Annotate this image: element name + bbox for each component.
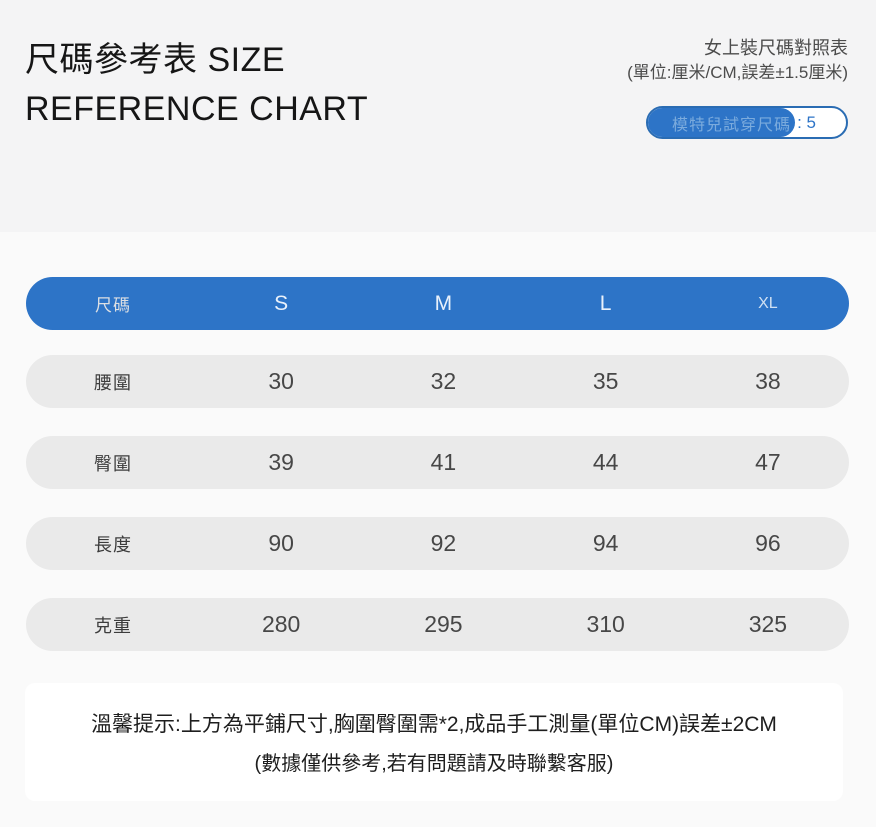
row-label: 臀圍: [94, 453, 132, 474]
table-row-weight: 克重 280 295 310 325: [26, 598, 849, 651]
header: 尺碼參考表 SIZE REFERENCE CHART 女上裝尺碼對照表 (單位:…: [0, 0, 876, 139]
table-row-waist: 腰圍 30 32 35 38: [26, 355, 849, 408]
page-title: 尺碼參考表 SIZE REFERENCE CHART: [25, 41, 369, 128]
table-row-hip: 臀圍 39 41 44 47: [26, 436, 849, 489]
header-size-l: L: [599, 291, 612, 315]
model-badge-separator: :: [797, 112, 802, 132]
cell-value: 325: [748, 611, 788, 637]
size-table: 尺碼 S M L XL 腰圍 30 32 35 38 臀圍 39 41 44 4…: [26, 277, 849, 679]
model-badge-label: 模特兒試穿尺碼: [648, 108, 796, 137]
header-right: 女上裝尺碼對照表 (單位:厘米/CM,誤差±1.5厘米) 模特兒試穿尺碼 : 5: [627, 36, 848, 139]
table-header-row: 尺碼 S M L XL: [26, 277, 849, 330]
cell-value: 90: [268, 530, 294, 556]
row-label: 腰圍: [94, 372, 132, 393]
cell-value: 96: [755, 530, 781, 556]
cell-value: 280: [261, 611, 301, 637]
footer-note-card: 溫馨提示:上方為平鋪尺寸,胸圍臀圍需*2,成品手工測量(單位CM)誤差±2CM …: [25, 683, 843, 801]
row-label: 長度: [94, 534, 132, 555]
table-row-length: 長度 90 92 94 96: [26, 517, 849, 570]
category-label: 女上裝尺碼對照表: [704, 38, 848, 58]
cell-value: 94: [592, 530, 619, 556]
header-size-m: M: [434, 291, 453, 315]
header-size-s: S: [274, 291, 289, 315]
footer-note-line2: (數據僅供參考,若有問題請及時聯繫客服): [254, 753, 614, 775]
unit-note: (單位:厘米/CM,誤差±1.5厘米): [627, 63, 848, 82]
cell-value: 44: [592, 449, 619, 475]
model-badge-value: 5: [806, 112, 816, 132]
cell-value: 92: [430, 530, 457, 556]
cell-value: 32: [430, 368, 457, 394]
model-badge-value-wrap: : 5: [795, 113, 846, 133]
cell-value: 35: [592, 368, 619, 394]
cell-value: 39: [268, 449, 294, 475]
cell-value: 295: [424, 611, 463, 637]
cell-value: 38: [755, 368, 781, 394]
header-label-size: 尺碼: [95, 296, 131, 315]
header-size-xl: XL: [758, 294, 778, 312]
row-label: 克重: [94, 615, 132, 636]
cell-value: 41: [430, 449, 457, 475]
cell-value: 47: [755, 449, 781, 475]
model-size-badge: 模特兒試穿尺碼 : 5: [646, 106, 848, 139]
footer-note-line1: 溫馨提示:上方為平鋪尺寸,胸圍臀圍需*2,成品手工測量(單位CM)誤差±2CM: [91, 713, 777, 736]
cell-value: 310: [586, 611, 625, 637]
cell-value: 30: [268, 368, 294, 394]
